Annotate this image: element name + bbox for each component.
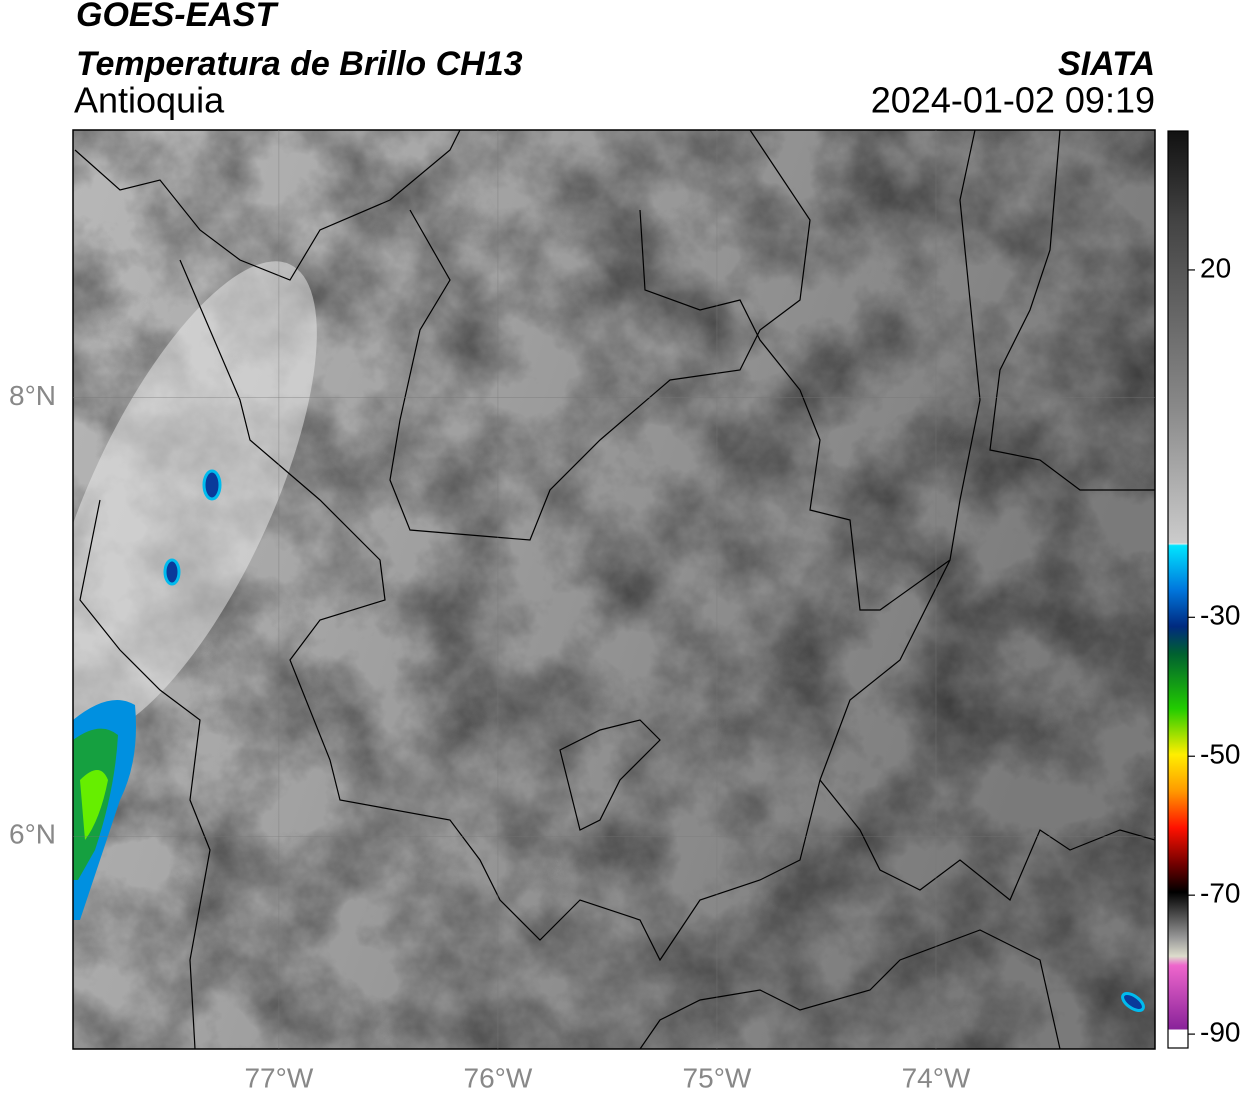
lon-tick-label: 75°W	[683, 1062, 752, 1093]
colorbar-tick-label: -50	[1200, 739, 1240, 770]
colorbar-tick-label: -70	[1200, 878, 1240, 909]
colorbar-tick-label: 20	[1200, 252, 1231, 283]
satellite-image	[73, 130, 1155, 1049]
colorbar-tick-label: -30	[1200, 600, 1240, 631]
subtitle: Temperatura de Brillo CH13	[76, 45, 523, 83]
source: SIATA	[1058, 45, 1155, 83]
lat-tick-label: 8°N	[9, 380, 56, 411]
datetime: 2024-01-02 09:19	[871, 80, 1155, 121]
colorbar	[1167, 130, 1189, 1049]
lon-tick-label: 76°W	[464, 1062, 533, 1093]
colorbar-tick-label: -90	[1200, 1016, 1240, 1047]
region: Antioquia	[74, 80, 225, 121]
map-frame	[72, 129, 1156, 1050]
lon-tick-label: 77°W	[244, 1062, 313, 1093]
lat-tick-label: 6°N	[9, 819, 56, 850]
title: GOES-EAST	[76, 0, 279, 34]
lon-tick-label: 74°W	[902, 1062, 971, 1093]
